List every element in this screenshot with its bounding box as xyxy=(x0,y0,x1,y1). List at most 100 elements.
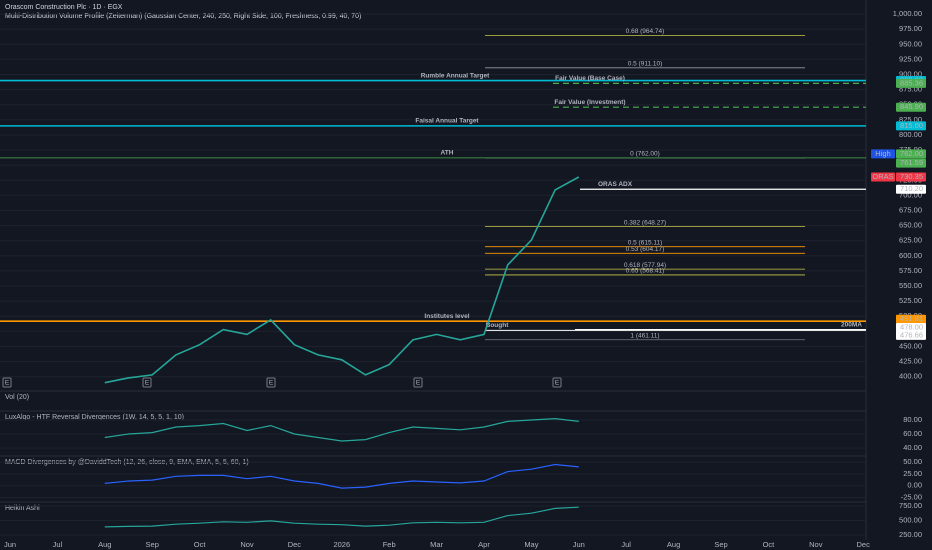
earnings-marker: E xyxy=(145,380,150,387)
y-tick-label: 600.00 xyxy=(899,251,922,260)
pane-y-tick-label: 80.00 xyxy=(903,415,922,424)
y-tick-label: 950.00 xyxy=(899,39,922,48)
earnings-marker-bg xyxy=(2,377,12,388)
level-label: Fair Value (Investment) xyxy=(554,99,625,106)
earnings-marker: E xyxy=(269,380,274,387)
earnings-marker-bg xyxy=(413,377,423,388)
price-tag xyxy=(896,121,926,131)
level-label: ORAS ADX xyxy=(598,181,633,188)
fib-label: 0.65 (568.41) xyxy=(626,268,665,275)
x-tick-label: Dec xyxy=(288,540,302,549)
price-tag xyxy=(896,78,926,88)
price-tag-name: ORAS xyxy=(872,172,893,181)
x-tick-label: May xyxy=(524,540,538,549)
y-tick-label: 975.00 xyxy=(899,24,922,33)
chart-title: Orascom Construction Plc · 1D · EGX xyxy=(5,4,123,11)
x-tick-label: Jul xyxy=(53,540,63,549)
level-label: ATH xyxy=(441,150,454,157)
price-tag xyxy=(896,102,926,112)
indicator-line xyxy=(104,417,579,442)
price-tag-label: 710.20 xyxy=(900,184,923,193)
x-tick-label: Mar xyxy=(430,540,443,549)
y-tick-label: 800.00 xyxy=(899,130,922,139)
earnings-marker: E xyxy=(5,380,10,387)
x-tick-label: Aug xyxy=(667,540,680,549)
y-tick-label: 525.00 xyxy=(899,296,922,305)
x-tick-label: Nov xyxy=(809,540,823,549)
y-tick-label: 700.00 xyxy=(899,190,922,199)
x-tick-label: Oct xyxy=(194,540,207,549)
price-tag-name-bg xyxy=(871,172,895,182)
pane-y-tick-label: 0.00 xyxy=(907,481,922,490)
x-tick-label: Sep xyxy=(146,540,159,549)
price-tag-label: 815.00 xyxy=(900,121,923,130)
x-tick-label: Dec xyxy=(857,540,871,549)
x-tick-label: Jun xyxy=(573,540,585,549)
pane-title: LuxAlgo - HTF Reversal Divergences (1W, … xyxy=(5,414,184,421)
y-tick-label: 925.00 xyxy=(899,54,922,63)
fib-label: 0.68 (964.74) xyxy=(626,28,665,35)
y-tick-label: 825.00 xyxy=(899,115,922,124)
earnings-marker-bg xyxy=(142,377,152,388)
price-tag-name: High xyxy=(875,149,890,158)
pane-y-tick-label: 250.00 xyxy=(899,530,922,539)
price-tag-name-bg xyxy=(871,149,895,159)
earnings-marker-bg xyxy=(552,377,562,388)
price-line xyxy=(104,176,580,384)
price-tag xyxy=(896,149,926,159)
fib-label: 0 (762.00) xyxy=(630,151,660,158)
x-tick-label: Sep xyxy=(714,540,727,549)
fib-label: 0.618 (577.94) xyxy=(624,262,666,269)
y-tick-label: 875.00 xyxy=(899,85,922,94)
price-tag xyxy=(896,158,926,168)
pane-y-tick-label: 500.00 xyxy=(899,515,922,524)
y-tick-label: 400.00 xyxy=(899,372,922,381)
y-tick-label: 650.00 xyxy=(899,221,922,230)
pane-y-tick-label: 25.00 xyxy=(903,469,922,478)
price-tag xyxy=(896,330,926,340)
pane-y-tick-label: 50.00 xyxy=(903,457,922,466)
fib-label: 1 (461.11) xyxy=(630,332,659,339)
price-tag xyxy=(896,314,926,324)
x-tick-label: 2026 xyxy=(333,540,350,549)
earnings-marker: E xyxy=(555,380,560,387)
x-tick-label: Apr xyxy=(478,540,490,549)
level-label: Institutes level xyxy=(424,313,469,320)
price-tag xyxy=(896,184,926,194)
pane-y-tick-label: 750.00 xyxy=(899,501,922,510)
earnings-marker: E xyxy=(416,380,421,387)
level-label: Faisal Annual Target xyxy=(415,118,479,125)
price-tag-label: 478.00 xyxy=(900,323,923,332)
pane-y-tick-label: -25.00 xyxy=(901,492,922,501)
price-tag-label: 845.90 xyxy=(900,102,923,111)
price-tag-label: 491.81 xyxy=(900,314,923,323)
y-tick-label: 900.00 xyxy=(899,69,922,78)
x-tick-label: Feb xyxy=(383,540,396,549)
indicator-line xyxy=(104,463,579,489)
x-tick-label: Aug xyxy=(98,540,111,549)
y-tick-label: 425.00 xyxy=(899,357,922,366)
pane-title: Heikin Ashi xyxy=(5,505,40,512)
fib-label: 0.53 (604.17) xyxy=(626,246,665,253)
price-tag-label: 476.66 xyxy=(900,330,923,339)
level-label: 200MA xyxy=(841,321,862,328)
pane-y-tick-label: 60.00 xyxy=(903,429,922,438)
price-tag-label: 730.35 xyxy=(900,172,923,181)
price-tag-label: 885.36 xyxy=(900,78,923,87)
price-tag-label: 762.00 xyxy=(900,149,923,158)
level-label: Bought xyxy=(486,322,510,329)
y-tick-label: 450.00 xyxy=(899,341,922,350)
y-tick-label: 575.00 xyxy=(899,266,922,275)
x-tick-label: Jul xyxy=(621,540,631,549)
y-tick-label: 625.00 xyxy=(899,236,922,245)
x-tick-label: Jun xyxy=(4,540,16,549)
x-tick-label: Nov xyxy=(240,540,254,549)
price-tag xyxy=(896,172,926,182)
fib-label: 0.5 (615.11) xyxy=(628,239,663,246)
fib-label: 0.5 (911.10) xyxy=(628,61,663,68)
earnings-marker-bg xyxy=(266,377,276,388)
price-tag-label: 761.59 xyxy=(900,158,923,167)
pane-title: Vol (20) xyxy=(5,394,29,401)
